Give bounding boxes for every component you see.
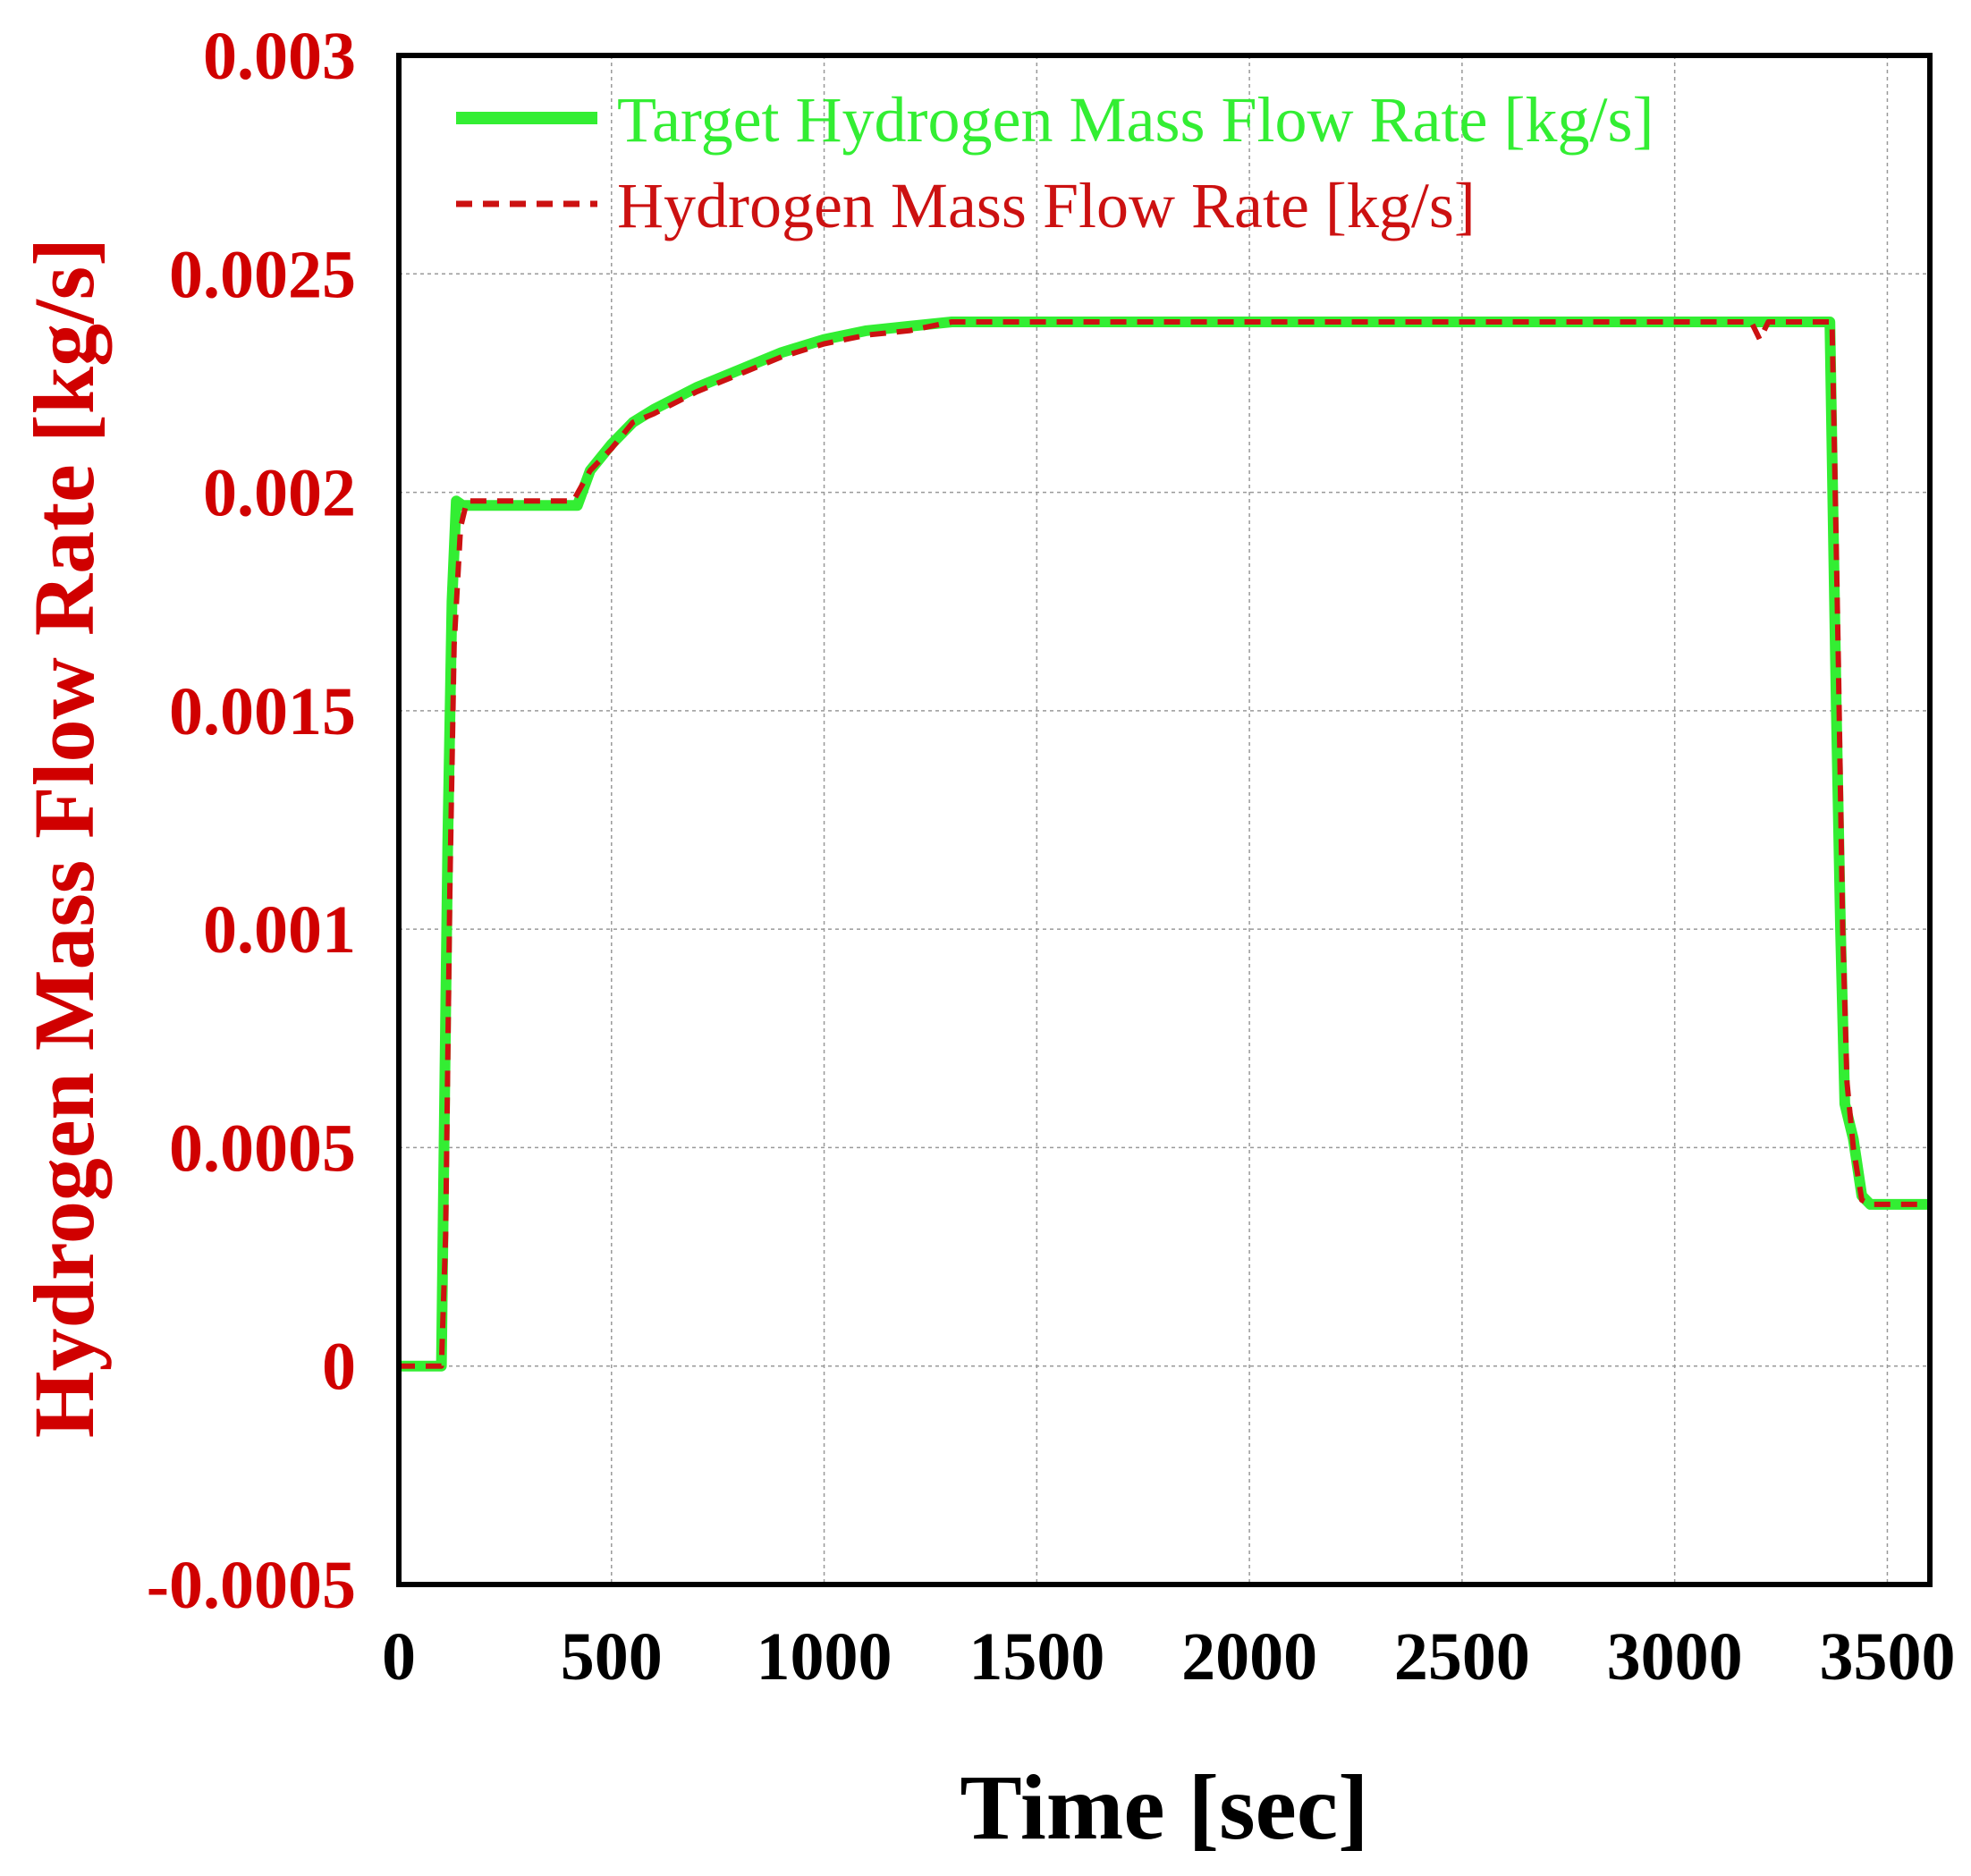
y-tick-label: 0.0025: [169, 237, 356, 312]
y-tick-labels: -0.0005 0 0.0005 0.001 0.0015 0.002 0.0025 0.00…: [147, 19, 356, 1623]
y-axis-label: Hydrogen Mass Flow Rate [kg/s]: [16, 238, 112, 1438]
y-tick-label: 0.001: [203, 892, 356, 968]
x-tick-label: 1000: [757, 1619, 892, 1694]
y-tick-label: -0.0005: [147, 1548, 356, 1623]
legend-label-measured: Hydrogen Mass Flow Rate [kg/s]: [617, 170, 1476, 241]
x-axis-label: Time [sec]: [960, 1756, 1368, 1859]
x-tick-labels: 0 500 1000 1500 2000 2500 3000 3500: [382, 1619, 1955, 1694]
legend-label-target: Target Hydrogen Mass Flow Rate [kg/s]: [617, 84, 1654, 156]
grid: [399, 55, 1930, 1584]
plot-frame: [396, 53, 1933, 1587]
series-line-measured: [399, 319, 1930, 1369]
y-tick-label: 0.0015: [169, 674, 356, 749]
y-tick-label: 0: [322, 1330, 356, 1405]
x-tick-label: 1500: [969, 1619, 1104, 1694]
x-tick-label: 0: [382, 1619, 416, 1694]
y-tick-label: 0.002: [203, 456, 356, 531]
x-tick-label: 3500: [1819, 1619, 1955, 1694]
x-tick-label: 2500: [1394, 1619, 1530, 1694]
legend: Target Hydrogen Mass Flow Rate [kg/s] Hy…: [456, 84, 1654, 241]
y-tick-label: 0.0005: [169, 1111, 356, 1186]
y-tick-label: 0.003: [203, 19, 356, 94]
series-group: [399, 317, 1930, 1372]
x-tick-label: 3000: [1607, 1619, 1743, 1694]
x-tick-label: 2000: [1181, 1619, 1317, 1694]
x-tick-label: 500: [561, 1619, 663, 1694]
